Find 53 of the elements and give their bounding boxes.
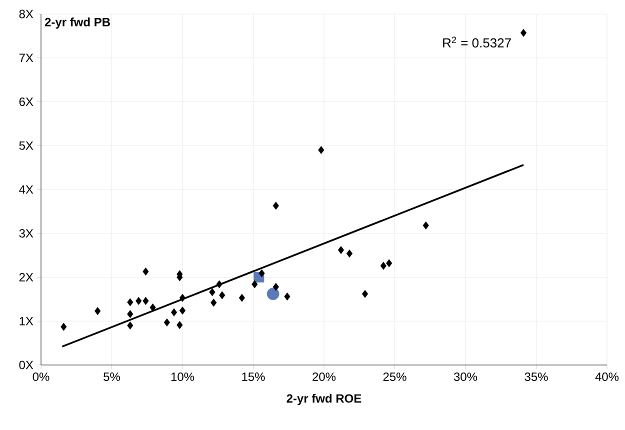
- x-tick-label: 30%: [454, 372, 478, 382]
- x-tick-label: 15%: [242, 372, 265, 381]
- point: [380, 262, 386, 270]
- y-tick-label: 5X: [19, 141, 34, 150]
- point: [176, 321, 183, 330]
- point: [258, 269, 265, 278]
- point: [60, 322, 67, 331]
- point: [422, 221, 429, 230]
- x-axis-title: 2-yr fwd ROE: [286, 394, 362, 406]
- y-tick-label: 0X: [19, 360, 34, 370]
- point: [219, 291, 226, 300]
- point: [216, 280, 222, 288]
- point: [127, 322, 134, 330]
- point: [179, 306, 186, 315]
- point: [346, 250, 353, 258]
- point: [338, 246, 344, 254]
- point: [252, 280, 258, 288]
- y-tick-label: 3X: [19, 229, 34, 238]
- y-tick-label: 8X: [19, 10, 34, 18]
- y-tick-label: 2X: [19, 273, 34, 282]
- point: [210, 298, 217, 307]
- x-tick-label: 35%: [524, 372, 548, 382]
- x-tick-label: 40%: [595, 372, 619, 382]
- y-tick-label: 4X: [19, 185, 34, 194]
- point: [127, 310, 134, 318]
- y-tick-label: 6X: [19, 98, 34, 106]
- point: [238, 294, 245, 302]
- x-tick-label: 20%: [312, 372, 336, 382]
- point: [284, 292, 290, 301]
- point: [209, 288, 216, 296]
- point: [142, 296, 149, 305]
- point: [272, 202, 279, 210]
- point: [164, 318, 170, 326]
- y-axis-title: 2-yr fwd PB: [44, 18, 110, 29]
- y-tick-label: 7X: [19, 54, 34, 62]
- point: [266, 288, 280, 300]
- x-tick-label: 5%: [104, 372, 120, 381]
- point: [127, 298, 134, 306]
- annotation: R$^{2}$ = 0.5327: [443, 36, 511, 48]
- point: [272, 282, 279, 291]
- y-tick-label: 1X: [20, 316, 34, 326]
- x-tick-label: 0%: [32, 372, 50, 382]
- point: [386, 259, 392, 268]
- x-tick-label: 25%: [383, 372, 406, 382]
- point: [520, 28, 527, 37]
- point: [318, 146, 324, 154]
- x-tick-label: 10%: [171, 372, 194, 382]
- point: [362, 290, 368, 298]
- point: [179, 294, 186, 302]
- point: [94, 307, 101, 316]
- point: [170, 308, 178, 316]
- point: [142, 268, 149, 276]
- point: [136, 296, 142, 305]
